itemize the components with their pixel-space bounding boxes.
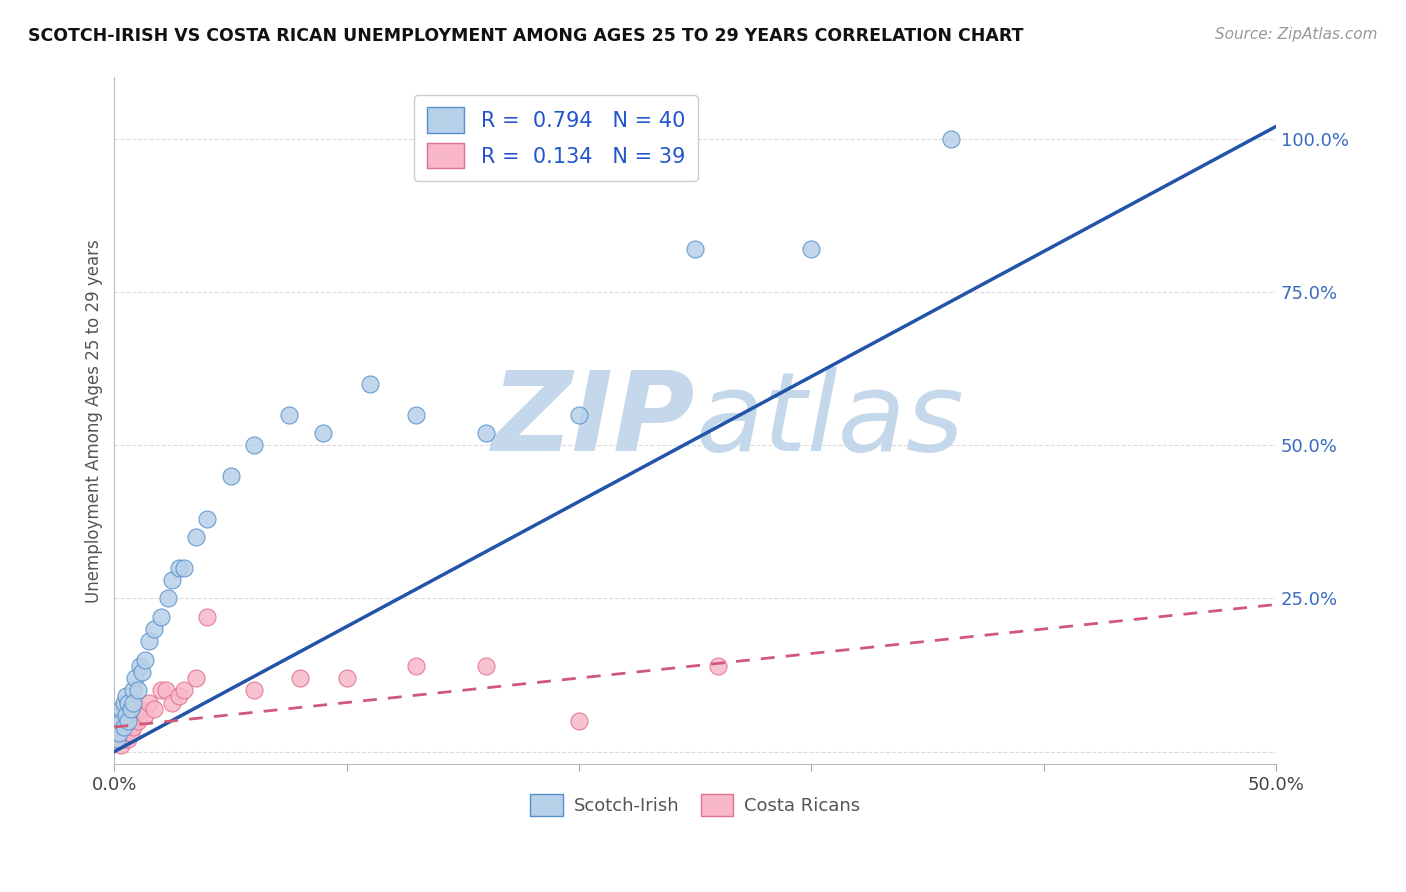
Point (243, 438, 266, 452)
Point (122, 696, 145, 710)
Point (117, 720, 139, 734)
Point (800, 242, 823, 256)
Point (105, 714, 128, 728)
Point (290, 671, 312, 685)
Point (195, 511, 218, 525)
Point (336, 671, 359, 685)
Point (142, 701, 165, 715)
Point (105, 732, 128, 747)
Point (127, 714, 149, 728)
Point (312, 425, 335, 440)
Point (162, 696, 184, 710)
Point (110, 739, 132, 753)
Point (138, 634, 160, 648)
Point (124, 707, 146, 722)
Point (129, 701, 152, 715)
Point (475, 425, 498, 440)
Point (149, 683, 172, 698)
Point (184, 530, 207, 544)
Point (105, 720, 128, 734)
Point (184, 671, 207, 685)
Point (169, 690, 191, 704)
Point (110, 714, 132, 728)
Point (112, 732, 135, 747)
Point (134, 707, 156, 722)
Y-axis label: Unemployment Among Ages 25 to 29 years: Unemployment Among Ages 25 to 29 years (86, 239, 103, 602)
Point (115, 726, 138, 740)
Point (156, 591, 179, 606)
Point (108, 707, 131, 722)
Point (108, 732, 131, 747)
Point (162, 573, 184, 587)
Point (134, 653, 156, 667)
Point (115, 714, 138, 728)
Point (108, 726, 131, 740)
Point (155, 683, 177, 698)
Point (105, 732, 128, 747)
Point (131, 665, 153, 679)
Point (173, 560, 195, 574)
Text: SCOTCH-IRISH VS COSTA RICAN UNEMPLOYMENT AMONG AGES 25 TO 29 YEARS CORRELATION C: SCOTCH-IRISH VS COSTA RICAN UNEMPLOYMENT… (28, 27, 1024, 45)
Point (277, 408, 299, 422)
Point (405, 658, 427, 673)
Text: Source: ZipAtlas.com: Source: ZipAtlas.com (1215, 27, 1378, 42)
Point (683, 242, 706, 256)
Point (117, 732, 139, 747)
Point (120, 714, 142, 728)
Point (110, 726, 132, 740)
Point (707, 658, 730, 673)
Point (138, 696, 160, 710)
Point (108, 720, 131, 734)
Point (243, 683, 266, 698)
Point (405, 408, 427, 422)
Point (105, 726, 128, 740)
Point (939, 132, 962, 146)
Text: atlas: atlas (695, 368, 963, 475)
Text: ZIP: ZIP (492, 368, 695, 475)
Point (117, 696, 139, 710)
Point (568, 408, 591, 422)
Point (359, 376, 381, 391)
Point (142, 622, 165, 636)
Point (117, 714, 139, 728)
Point (568, 714, 591, 728)
Point (122, 720, 145, 734)
Point (110, 714, 132, 728)
Point (219, 468, 242, 483)
Point (173, 683, 195, 698)
Legend: Scotch-Irish, Costa Ricans: Scotch-Irish, Costa Ricans (523, 787, 868, 823)
Point (110, 701, 132, 715)
Point (124, 671, 146, 685)
Point (120, 701, 142, 715)
Point (108, 707, 131, 722)
Point (112, 696, 135, 710)
Point (129, 658, 152, 673)
Point (127, 683, 149, 698)
Point (149, 609, 172, 624)
Point (475, 658, 498, 673)
Point (169, 560, 191, 574)
Point (115, 707, 138, 722)
Point (112, 720, 135, 734)
Point (115, 690, 138, 704)
Point (195, 609, 218, 624)
Point (120, 726, 142, 740)
Point (112, 720, 135, 734)
Point (122, 683, 145, 698)
Point (112, 707, 135, 722)
